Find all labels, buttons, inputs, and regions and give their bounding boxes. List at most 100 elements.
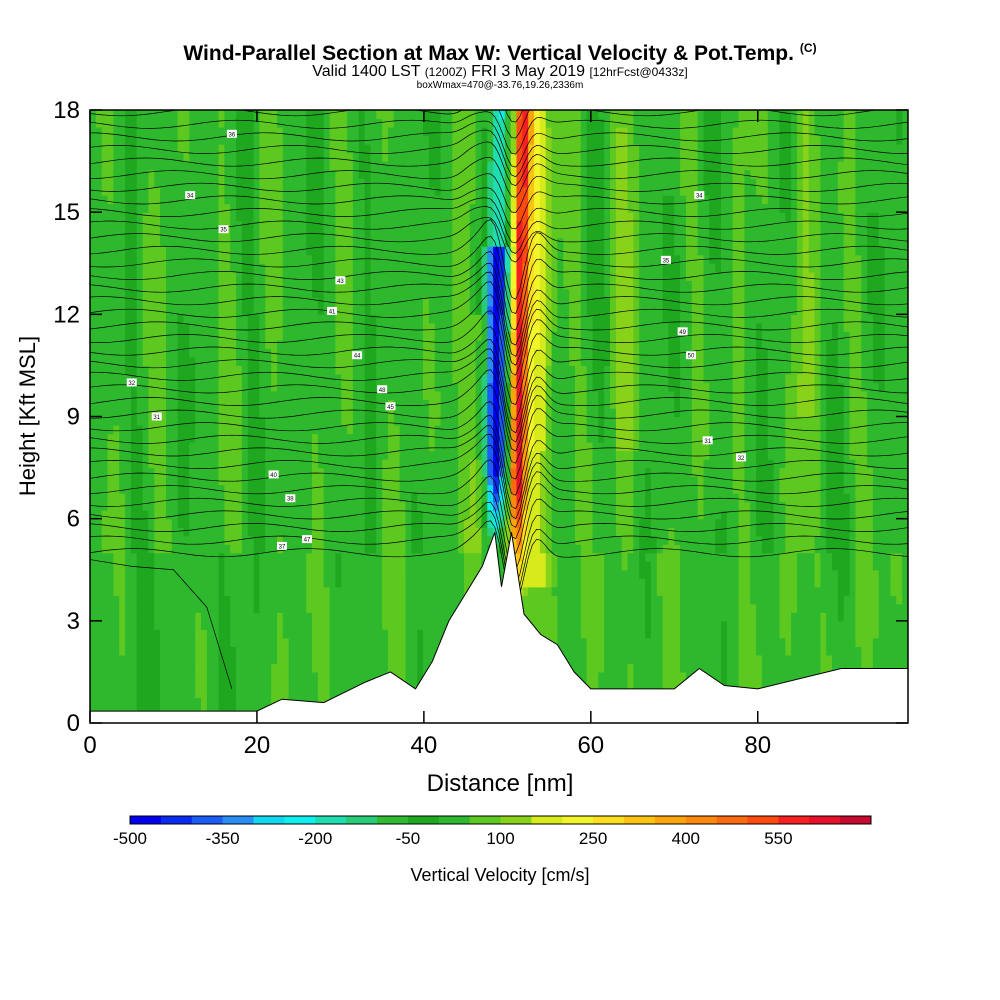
w-cell [370,493,377,503]
w-cell [236,186,243,196]
w-cell [224,382,231,392]
w-cell [206,271,214,281]
w-cell [370,348,377,358]
w-cell [183,442,190,452]
w-cell [440,561,447,571]
w-cell [183,518,190,528]
w-cell [189,646,196,656]
w-cell [463,339,471,349]
w-cell [253,305,260,315]
w-cell [189,629,196,639]
w-cell [405,663,412,673]
w-cell [241,331,249,341]
w-cell [177,280,184,290]
w-cell [247,688,255,698]
w-cell [218,339,225,349]
w-cell [218,569,225,579]
w-cell [347,271,354,281]
w-cell [358,356,366,366]
w-cell [335,442,342,452]
w-cell [388,467,395,477]
w-cell [469,493,477,503]
w-cell [201,450,208,460]
w-cell [376,229,383,239]
w-cell [125,399,132,409]
w-cell [411,671,418,681]
w-cell [294,127,301,137]
w-cell [300,271,307,281]
w-cell [376,373,383,383]
w-cell [195,408,202,418]
w-cell [388,110,395,120]
w-cell [358,246,366,256]
w-cell [177,288,184,298]
w-cell [224,510,231,520]
w-cell [487,263,494,273]
w-cell [130,144,138,154]
w-cell [364,654,371,664]
w-cell [323,169,331,179]
w-cell [241,229,249,239]
w-cell [411,425,418,435]
w-cell [423,263,430,273]
w-cell [393,365,401,375]
w-cell [166,144,173,154]
w-cell [452,305,459,315]
w-cell [463,373,471,383]
w-cell [201,493,208,503]
w-cell [452,339,459,349]
w-cell [224,527,231,537]
w-cell [411,391,418,401]
w-cell [265,501,272,511]
w-cell [294,118,301,128]
w-cell [195,561,202,571]
w-cell [370,229,377,239]
w-cell [288,459,296,469]
w-cell [212,339,220,349]
w-cell [148,391,155,401]
w-cell [160,518,167,528]
w-cell [95,688,103,698]
w-cell [370,331,377,341]
w-cell [382,118,389,128]
w-cell [405,629,412,639]
w-cell [323,135,331,145]
w-cell [125,237,132,247]
w-cell [277,450,284,460]
w-cell [370,314,377,324]
w-cell [487,322,494,332]
w-cell [475,467,482,477]
w-cell [241,510,249,520]
w-cell [329,229,336,239]
w-cell [417,152,424,162]
w-cell [352,110,360,120]
w-cell [352,501,360,511]
w-cell [95,254,103,264]
w-cell [224,408,231,418]
w-cell [212,365,220,375]
w-cell [107,348,114,358]
w-cell [288,297,296,307]
w-cell [271,646,278,656]
w-cell [136,144,144,154]
w-cell [347,382,354,392]
w-cell [370,110,377,120]
w-cell [341,382,348,392]
w-cell [130,620,138,630]
w-cell [265,169,272,179]
w-cell [166,586,173,596]
w-cell [224,416,231,426]
w-cell [463,527,471,537]
w-cell [265,467,272,477]
w-cell [218,331,225,341]
w-cell [411,442,418,452]
w-cell [107,544,114,554]
w-cell [428,476,436,486]
w-cell [130,408,138,418]
w-cell [230,297,237,307]
w-cell [160,297,167,307]
w-cell [352,578,360,588]
w-cell [411,450,418,460]
w-cell [312,493,319,503]
w-cell [428,144,436,154]
